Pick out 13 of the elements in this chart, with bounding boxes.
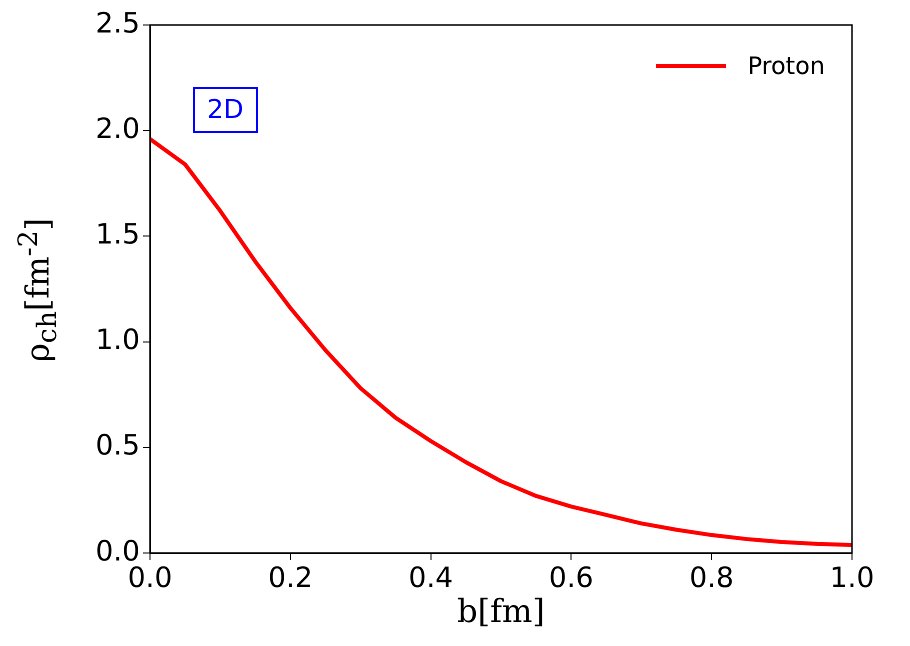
- x-tick-label: 0.8: [689, 561, 734, 594]
- annotation: 2D: [193, 87, 258, 133]
- legend-label: Proton: [748, 52, 825, 80]
- y-tick-label: 2.0: [95, 112, 140, 145]
- y-tick-label: 2.5: [95, 6, 140, 40]
- y-tick-label: 1.5: [95, 217, 140, 250]
- x-tick-label: 1.0: [830, 561, 874, 594]
- y-tick-label: 1.0: [95, 323, 140, 356]
- x-tick-label: 0.6: [548, 561, 594, 594]
- x-tick-label: 0.4: [408, 561, 454, 594]
- y-tick-label: 0.5: [95, 428, 140, 462]
- x-tick-label: 0.2: [268, 561, 313, 594]
- x-axis-title: b[fm]: [457, 592, 545, 630]
